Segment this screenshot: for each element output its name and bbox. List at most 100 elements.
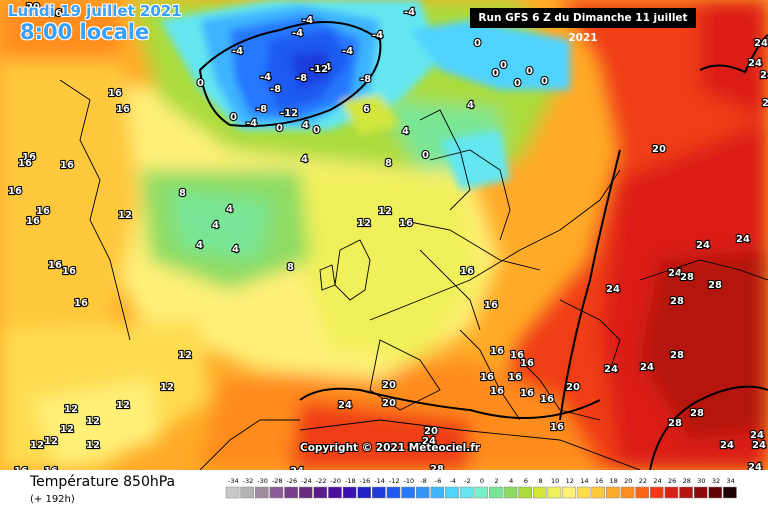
legend-label: -14	[374, 477, 385, 485]
legend-swatch	[576, 486, 591, 499]
legend-swatch	[606, 486, 620, 499]
temperature-label: 24	[290, 466, 304, 470]
temperature-label: 24	[604, 364, 618, 375]
temperature-label: 28	[690, 408, 704, 419]
temperature-label: 12	[378, 206, 392, 217]
temperature-label: 12	[357, 218, 371, 229]
legend-swatch	[328, 486, 342, 499]
temperature-label: 28	[680, 272, 694, 283]
temperature-label: 12	[160, 382, 174, 393]
legend-swatch	[532, 486, 547, 499]
temperature-label: 28	[708, 280, 722, 291]
legend-label: 4	[509, 477, 513, 485]
legend-swatch	[255, 486, 269, 499]
legend-swatch	[723, 486, 737, 499]
temperature-label: -4	[260, 72, 271, 83]
temperature-label: 12	[86, 440, 100, 451]
temperature-label: -12	[310, 64, 328, 75]
temperature-field	[0, 0, 768, 470]
legend-swatch	[591, 486, 606, 499]
temperature-label: 28	[670, 296, 684, 307]
legend-swatch	[298, 486, 313, 499]
legend-swatch	[679, 486, 693, 499]
temperature-label: -4	[372, 30, 383, 41]
temperature-label: 16	[48, 8, 62, 19]
temperature-label: 16	[62, 266, 76, 277]
legend-label: -30	[257, 477, 268, 485]
temperature-label: 0	[500, 60, 507, 71]
legend-swatch	[415, 486, 430, 499]
temperature-label: 4	[302, 120, 309, 131]
temperature-label: -8	[270, 84, 281, 95]
temperature-label: 12	[86, 416, 100, 427]
temperature-label: 12	[44, 436, 58, 447]
legend-swatch	[635, 486, 649, 499]
temperature-label: 24	[408, 442, 422, 453]
temperature-label: 16	[484, 300, 498, 311]
legend-swatch	[649, 486, 664, 499]
temperature-label: 16	[490, 346, 504, 357]
temperature-label: 16	[18, 158, 32, 169]
temperature-label: 4	[232, 244, 239, 255]
legend-label: -22	[316, 477, 327, 485]
legend-label: 28	[683, 477, 691, 485]
legend-swatch	[269, 486, 284, 499]
color-scale-legend: -34 -32 -30 -28 -26 -24 -22 -20 -18 -16 -14 -12 -10-…	[225, 477, 737, 499]
temperature-label: 16	[8, 186, 22, 197]
temperature-label: 12	[118, 210, 132, 221]
temperature-label: 24	[640, 362, 654, 373]
legend-swatch	[342, 486, 357, 499]
temperature-label: 20	[382, 398, 396, 409]
legend-label: -4	[450, 477, 456, 485]
temperature-map[interactable]: -4 -4 -4 -4 -4 -4 -4 -4 -12 -8 -8 -8 -12 -4 -8 0 0 0 4 0 6 4 4…	[0, 0, 768, 470]
copyright-text: Copyright © 2021 Meteociel.fr	[300, 442, 480, 454]
legend-swatch	[445, 486, 459, 499]
temperature-label: 0	[492, 68, 499, 79]
temperature-label: 4	[196, 240, 203, 251]
temperature-label: 24	[748, 58, 762, 69]
temperature-label: 16	[116, 104, 130, 115]
legend-swatch	[313, 486, 328, 499]
temperature-label: 8	[385, 158, 392, 169]
temperature-label: 0	[313, 125, 320, 136]
temperature-label: 28	[430, 464, 444, 470]
temperature-label: 8	[287, 262, 294, 273]
temperature-label: 24	[606, 284, 620, 295]
temperature-label: 0	[276, 123, 283, 134]
temperature-label: 4	[212, 220, 219, 231]
parameter-title: Température 850hPa	[30, 474, 176, 490]
temperature-label: 20	[382, 380, 396, 391]
temperature-label: 16	[48, 260, 62, 271]
temperature-label: 16	[26, 216, 40, 227]
temperature-label: -12	[280, 108, 298, 119]
legend-label: -34	[228, 477, 239, 485]
temperature-label: 24	[750, 430, 764, 441]
temperature-label: 16	[60, 160, 74, 171]
legend-label: 32	[712, 477, 720, 485]
legend-label: -18	[345, 477, 356, 485]
legend-swatch	[474, 486, 489, 499]
temperature-label: 16	[74, 298, 88, 309]
temperature-label: -8	[256, 104, 267, 115]
legend-label: 10	[551, 477, 559, 485]
temperature-label: 0	[230, 112, 237, 123]
forecast-time: 8:00 locale	[20, 20, 150, 44]
legend-label: -10	[404, 477, 415, 485]
forecast-date: Lundi 19 juillet 2021	[8, 2, 182, 20]
legend-label: -2	[464, 477, 470, 485]
temperature-label: 28	[670, 350, 684, 361]
temperature-label: 0	[197, 78, 204, 89]
temperature-label: 0	[474, 38, 481, 49]
temperature-label: -4	[342, 46, 353, 57]
temperature-label: 16	[520, 388, 534, 399]
legend-label: 18	[610, 477, 618, 485]
legend-label: 2	[495, 477, 499, 485]
temperature-label: 6	[363, 104, 370, 115]
temperature-label: 24	[736, 234, 750, 245]
legend-label: 26	[668, 477, 676, 485]
legend-label: -6	[435, 477, 441, 485]
temperature-label: 24	[752, 440, 766, 451]
legend-swatch	[518, 486, 532, 499]
temperature-label: 0	[514, 78, 521, 89]
